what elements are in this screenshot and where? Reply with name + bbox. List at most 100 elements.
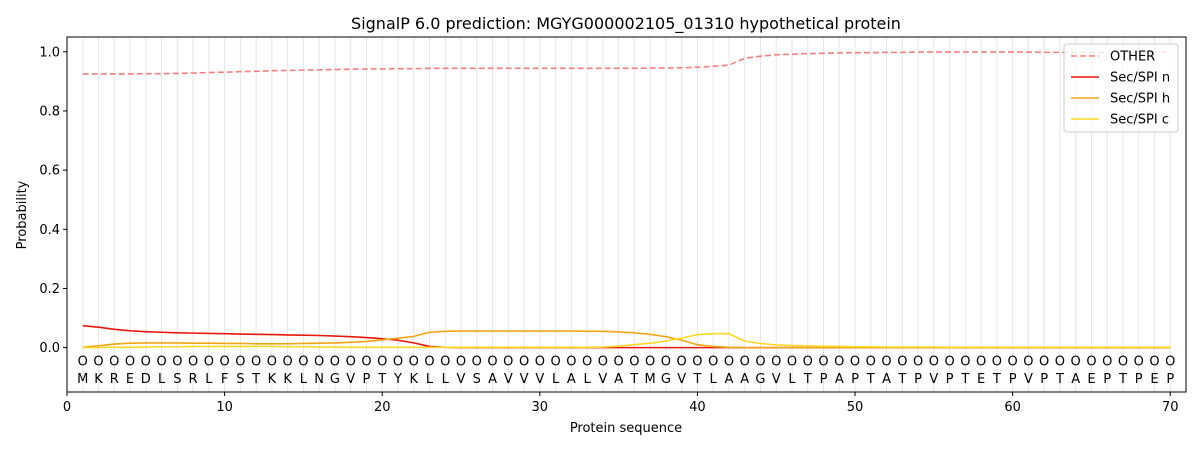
region-marker: O [866,354,876,369]
residue-label: P [1009,372,1017,387]
legend: OTHER Sec/SPI n Sec/SPI h Sec/SPI c [1063,43,1179,133]
region-marker: O [156,354,166,369]
region-marker: O [1149,354,1159,369]
residue-label: T [629,372,638,387]
y-axis-ticks: 0.0 0.2 0.4 0.6 0.8 1.0 [39,45,67,356]
residue-label: T [251,372,260,387]
residue-label: T [897,372,906,387]
region-marker: O [188,354,198,369]
residue-label: V [598,372,607,387]
region-marker: O [314,354,324,369]
residue-label: L [205,372,213,387]
region-marker: O [976,354,986,369]
region-marker: O [818,354,828,369]
residue-label: P [1166,372,1174,387]
region-marker: O [267,354,277,369]
x-axis-ticks: 0 10 20 30 40 50 60 70 [63,392,1179,415]
legend-label: Sec/SPI c [1110,113,1169,128]
residue-label: A [882,372,891,387]
region-marker: O [535,354,545,369]
residue-label: V [346,372,355,387]
region-marker: O [487,354,497,369]
region-marker: O [424,354,434,369]
residue-label: A [1071,372,1080,387]
x-tick-label: 70 [1162,400,1179,415]
residue-label: G [661,372,671,387]
y-axis-label: Probability [15,180,30,249]
residue-label: A [835,372,844,387]
region-marker: O [1086,354,1096,369]
residue-label: L [788,372,796,387]
residue-label: S [473,372,481,387]
region-marker: O [377,354,387,369]
residue-label: N [314,372,324,387]
region-marker: O [787,354,797,369]
x-tick-label: 40 [689,400,706,415]
residue-label: S [173,372,181,387]
residue-label: E [1150,372,1158,387]
region-marker: O [629,354,639,369]
region-marker: O [771,354,781,369]
residue-label: Y [393,372,402,387]
residue-label: P [851,372,859,387]
residue-label: A [488,372,497,387]
region-marker: O [330,354,340,369]
region-marker: O [1055,354,1065,369]
x-tick-label: 10 [216,400,233,415]
y-tick-label: 0.4 [39,223,60,238]
residue-label: L [442,372,450,387]
region-marker: O [141,354,151,369]
region-marker: O [803,354,813,369]
x-tick-label: 60 [1004,400,1021,415]
region-marker: O [850,354,860,369]
residue-label: M [77,372,88,387]
region-marker: O [992,354,1002,369]
residue-label: P [1135,372,1143,387]
region-marker: O [692,354,702,369]
residue-label: V [520,372,529,387]
residue-label: E [977,372,985,387]
residue-label: L [300,372,308,387]
region-marker: O [598,354,608,369]
residue-label: K [268,372,277,387]
residue-label: L [552,372,560,387]
region-marker: O [251,354,261,369]
region-marker: O [913,354,923,369]
residue-label: T [992,372,1001,387]
residue-label: T [377,372,386,387]
region-marker: O [834,354,844,369]
residue-label: E [1087,372,1095,387]
region-marker: O [1039,354,1049,369]
residue-label: F [221,372,228,387]
region-marker: O [393,354,403,369]
region-marker: O [361,354,371,369]
x-tick-label: 20 [374,400,391,415]
region-marker: O [1023,354,1033,369]
region-marker: O [93,354,103,369]
residue-label: T [803,372,812,387]
residue-label: V [504,372,513,387]
region-marker: O [740,354,750,369]
residue-label: R [110,372,119,387]
residue-label: K [409,372,418,387]
residue-label: P [1040,372,1048,387]
residue-label: L [426,372,434,387]
residue-label: A [724,372,733,387]
region-marker: O [503,354,513,369]
region-marker: O [456,354,466,369]
residue-label: T [1055,372,1064,387]
x-axis-label: Protein sequence [570,421,682,436]
y-tick-label: 0.2 [39,282,60,297]
region-marker: O [172,354,182,369]
residue-label: V [535,372,544,387]
x-tick-label: 50 [847,400,864,415]
region-marker: O [125,354,135,369]
series-line-sec-spi-c [82,332,1171,349]
residue-label: T [960,372,969,387]
region-marker: O [409,354,419,369]
series-lines [82,51,1171,349]
residue-label: L [158,372,166,387]
